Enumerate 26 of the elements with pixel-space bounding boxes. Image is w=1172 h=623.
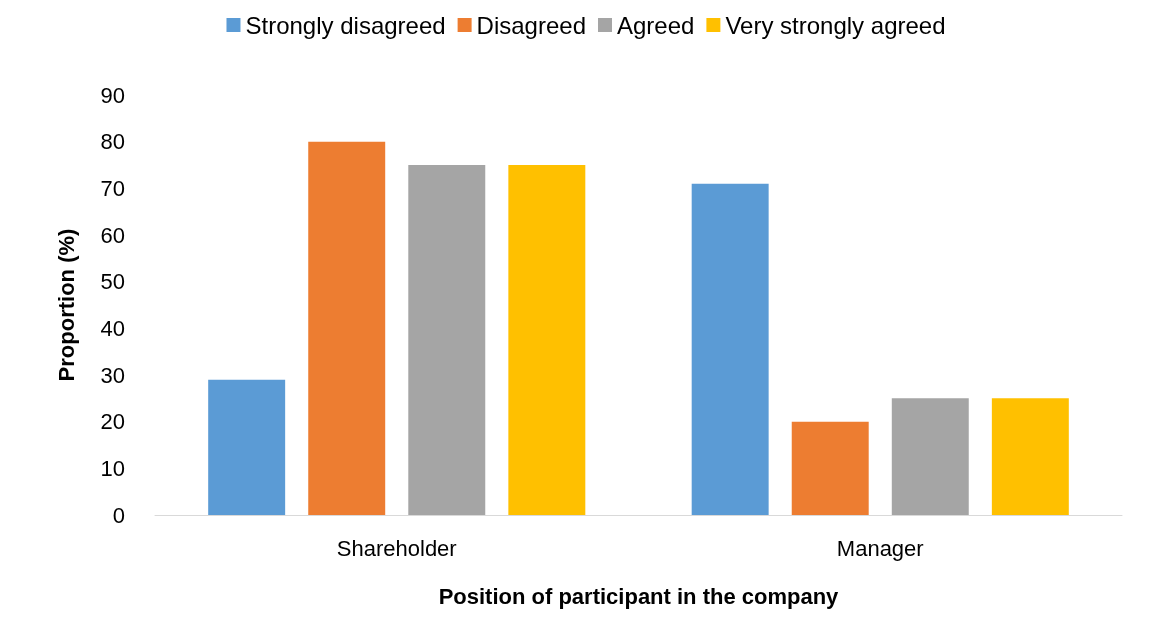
x-tick-label: Shareholder	[336, 535, 457, 561]
y-tick-label: 40	[100, 315, 125, 341]
y-tick-label: 20	[100, 409, 125, 435]
x-axis-title: Position of participant in the company	[438, 583, 840, 609]
y-tick-label: 60	[100, 222, 125, 248]
y-tick-label: 50	[100, 269, 125, 295]
y-axis-title: Proportion (%)	[53, 228, 79, 382]
bar	[308, 141, 386, 515]
legend-label: Disagreed	[476, 11, 587, 39]
legend-label: Strongly disagreed	[245, 11, 446, 39]
bar	[691, 183, 769, 515]
y-tick-label: 70	[100, 175, 125, 201]
y-tick-label: 10	[100, 455, 125, 481]
y-tick-label: 80	[100, 129, 125, 155]
bar	[208, 379, 286, 515]
bar	[791, 421, 869, 515]
legend-label: Agreed	[617, 11, 695, 39]
bar	[508, 165, 586, 515]
legend-label: Very strongly agreed	[725, 11, 946, 39]
y-tick-label: 0	[112, 502, 125, 528]
y-tick-label: 30	[100, 362, 125, 388]
bar	[991, 398, 1069, 515]
y-tick-label: 90	[100, 82, 125, 108]
bar	[408, 165, 486, 515]
bar	[891, 398, 969, 515]
x-tick-label: Manager	[836, 535, 924, 561]
